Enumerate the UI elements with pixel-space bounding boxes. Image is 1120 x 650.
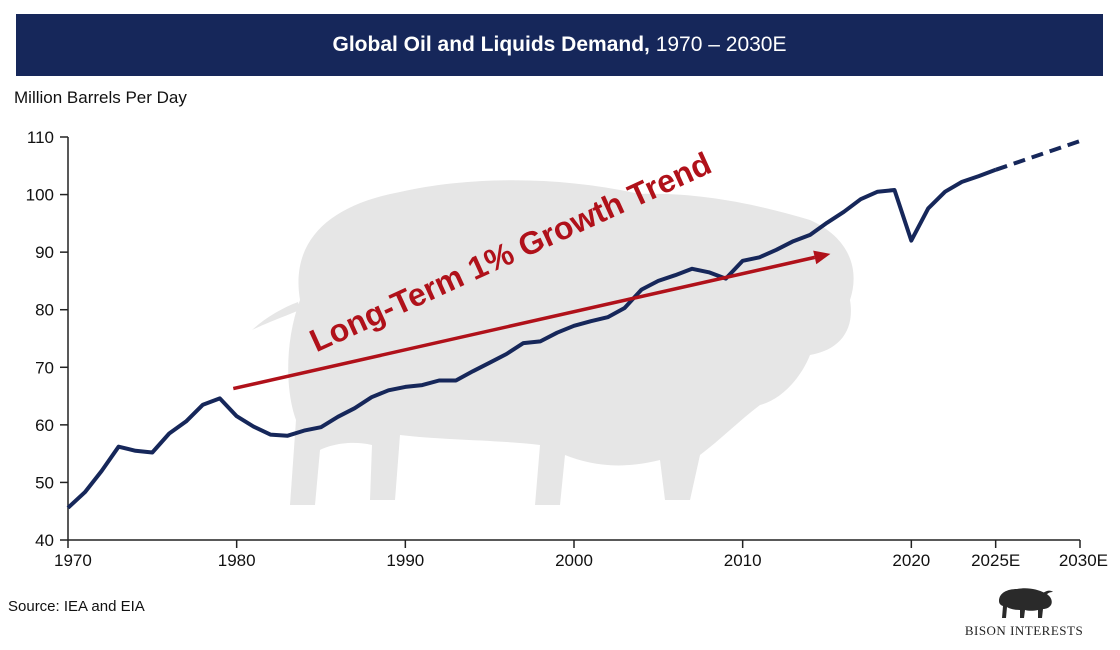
- y-tick-label-50: 50: [35, 473, 54, 492]
- y-tick-label-60: 60: [35, 416, 54, 435]
- source-note: Source: IEA and EIA: [8, 598, 145, 615]
- axes: 40 50 60 70 80 90 100 110 1970 1980 1990 2000 2010 20…: [26, 128, 1108, 570]
- y-tick-label-90: 90: [35, 243, 54, 262]
- bison-watermark-horn: [700, 235, 760, 262]
- chart-title-years: 1970 – 2030E: [655, 33, 787, 56]
- bison-watermark-tail: [252, 302, 300, 330]
- brand-name: BISON INTERESTS: [964, 623, 1084, 638]
- x-tick-label-2025: 2025E: [971, 551, 1020, 570]
- projection-line: [995, 139, 1081, 172]
- y-tick-label-70: 70: [35, 358, 54, 377]
- y-tick-label-40: 40: [35, 531, 54, 550]
- title-banner: Global Oil and Liquids Demand, 1970 – 20…: [16, 14, 1103, 76]
- x-tick-label-2030: 2030E: [1059, 551, 1108, 570]
- bison-watermark: [252, 180, 854, 506]
- x-tick-label-1970: 1970: [54, 551, 92, 570]
- y-tick-label-110: 110: [27, 128, 54, 147]
- chart-title-bold: Global Oil and Liquids Demand,: [332, 33, 650, 56]
- bison-interests-logo: BISON INTERESTS: [958, 585, 1090, 647]
- x-tick-label-1990: 1990: [386, 551, 424, 570]
- demand-line: [66, 167, 997, 510]
- x-tick-label-1980: 1980: [218, 551, 256, 570]
- series-group: [66, 139, 1081, 510]
- x-tick-label-2020: 2020: [892, 551, 930, 570]
- bison-logo-icon: [999, 588, 1053, 618]
- trend-arrow-head: [813, 250, 831, 265]
- x-tick-label-2000: 2000: [555, 551, 593, 570]
- y-tick-label-100: 100: [26, 186, 54, 205]
- trend-arrow-shaft: [232, 255, 816, 391]
- y-tick-label-80: 80: [35, 301, 54, 320]
- y-axis-title: Million Barrels Per Day: [14, 88, 187, 107]
- x-tick-label-2010: 2010: [724, 551, 762, 570]
